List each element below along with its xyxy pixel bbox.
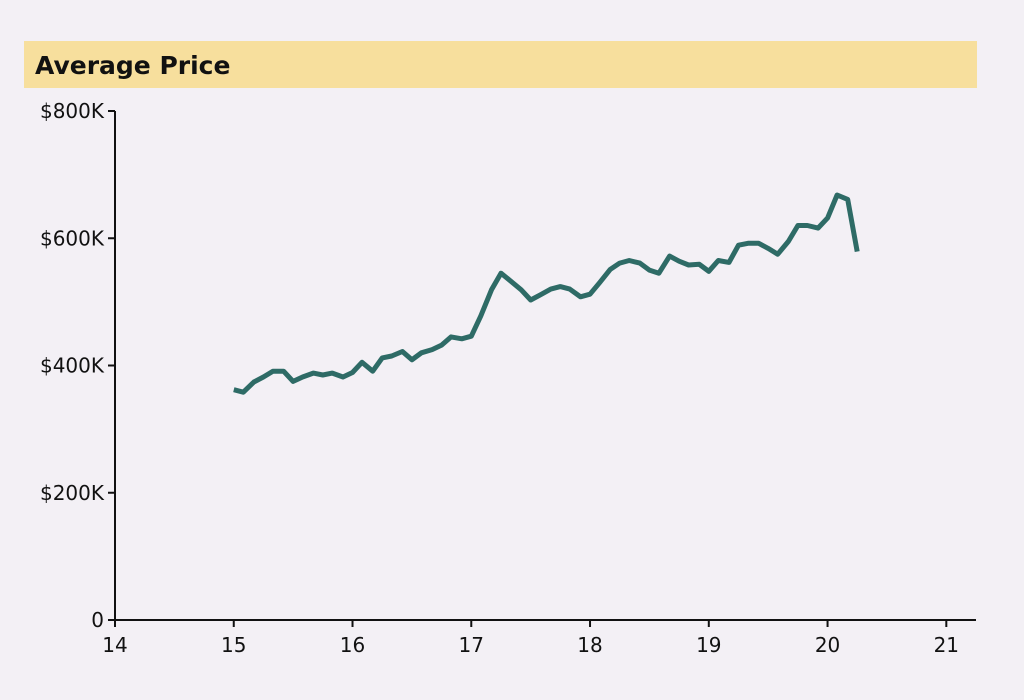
x-tick-label: 21 (934, 633, 959, 657)
y-tick-label: $600K (40, 226, 105, 250)
y-tick-label: $200K (40, 481, 105, 505)
x-tick-label: 19 (696, 633, 721, 657)
x-tick-label: 20 (815, 633, 840, 657)
chart-title-band: Average Price (24, 41, 977, 88)
y-tick-label: 0 (91, 608, 104, 632)
x-tick-label: 16 (340, 633, 365, 657)
x-tick-label: 14 (102, 633, 127, 657)
price-series-line (233, 192, 860, 395)
x-tick-label: 15 (221, 633, 246, 657)
chart-title: Average Price (35, 51, 231, 80)
x-tick-label: 17 (459, 633, 484, 657)
y-tick-label: $400K (40, 354, 105, 378)
y-tick-label: $800K (40, 99, 105, 123)
x-tick-label: 18 (577, 633, 602, 657)
